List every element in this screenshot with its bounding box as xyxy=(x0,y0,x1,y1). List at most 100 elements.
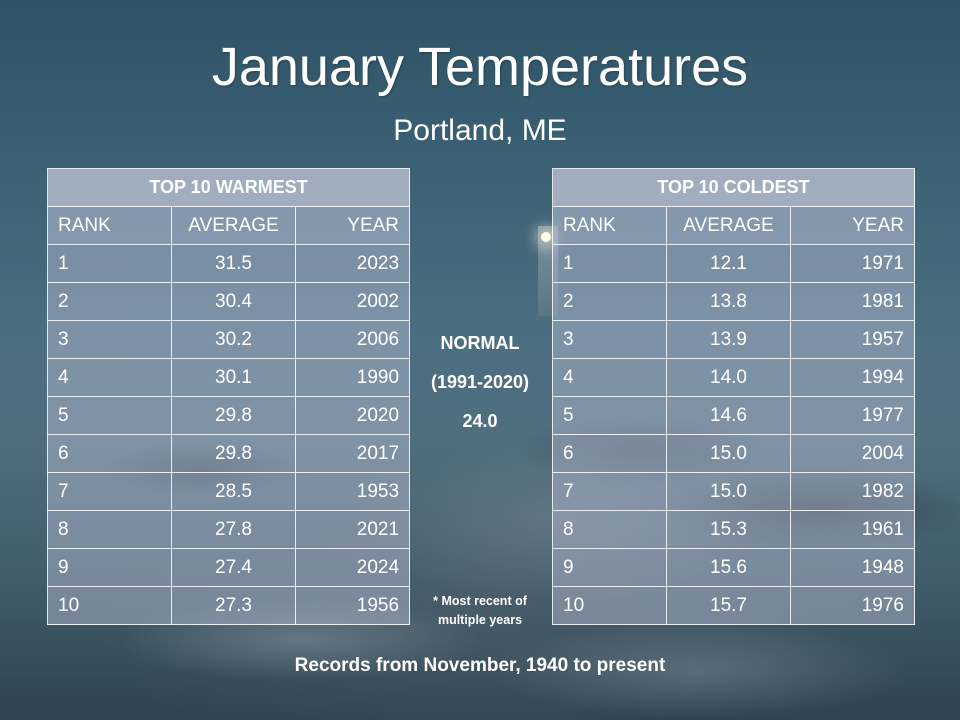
warmest-cell-rank: 8 xyxy=(47,510,172,549)
coldest-cell-average: 14.0 xyxy=(666,358,791,397)
warmest-cell-rank: 9 xyxy=(47,548,172,587)
normal-label: NORMAL xyxy=(440,333,520,353)
warmest-cell-average: 30.1 xyxy=(171,358,296,397)
warmest-cell-rank: 6 xyxy=(47,434,172,473)
coldest-cell-rank: 1 xyxy=(552,244,667,283)
warmest-col-rank: RANK xyxy=(47,206,172,245)
coldest-cell-average: 15.7 xyxy=(666,586,791,625)
warmest-table: TOP 10 WARMEST RANK AVERAGE YEAR 1 31.5 20… xyxy=(46,168,411,625)
warmest-table-heading: TOP 10 WARMEST xyxy=(46,168,411,207)
coldest-cell-rank: 3 xyxy=(552,320,667,359)
coldest-cell-year: 1981 xyxy=(790,282,915,321)
coldest-cell-year: 1971 xyxy=(790,244,915,283)
coldest-table-row: 8 15.3 1961 xyxy=(552,510,915,549)
coldest-cell-year: 1948 xyxy=(790,548,915,587)
warmest-table-row: 6 29.8 2017 xyxy=(47,434,411,473)
warmest-table-row: 5 29.8 2020 xyxy=(47,396,411,435)
coldest-cell-average: 14.6 xyxy=(666,396,791,435)
coldest-cell-rank: 9 xyxy=(552,548,667,587)
coldest-cell-year: 2004 xyxy=(790,434,915,473)
normal-value: 24.0 xyxy=(462,411,498,431)
warmest-table-row: 9 27.4 2024 xyxy=(47,548,411,587)
warmest-table-body: 1 31.5 2023 2 30.4 2002 3 30.2 2006 4 30.1 1990 5 29.… xyxy=(47,244,411,625)
coldest-cell-year: 1982 xyxy=(790,472,915,511)
coldest-cell-average: 15.6 xyxy=(666,548,791,587)
warmest-cell-year: 2021 xyxy=(294,510,411,549)
footnote-line-1: * Most recent of xyxy=(433,594,527,608)
warmest-cell-year: 1953 xyxy=(294,472,411,511)
warmest-cell-average: 27.3 xyxy=(171,586,296,625)
warmest-cell-average: 29.8 xyxy=(171,434,296,473)
coldest-table-row: 6 15.0 2004 xyxy=(552,434,915,473)
footnote: * Most recent of multiple years xyxy=(412,592,548,630)
page-subtitle: Portland, ME xyxy=(393,114,567,147)
coldest-cell-average: 15.0 xyxy=(666,472,791,511)
coldest-table-row: 5 14.6 1977 xyxy=(552,396,915,435)
warmest-cell-year: 2023 xyxy=(294,244,411,283)
coldest-table-row: 1 12.1 1971 xyxy=(552,244,915,283)
coldest-cell-rank: 5 xyxy=(552,396,667,435)
coldest-col-rank: RANK xyxy=(552,206,667,245)
records-footer: Records from November, 1940 to present xyxy=(294,655,666,676)
warmest-cell-rank: 3 xyxy=(47,320,172,359)
warmest-cell-rank: 7 xyxy=(47,472,172,511)
coldest-cell-average: 15.3 xyxy=(666,510,791,549)
coldest-cell-rank: 7 xyxy=(552,472,667,511)
warmest-table-row: 2 30.4 2002 xyxy=(47,282,411,321)
warmest-cell-year: 1956 xyxy=(294,586,411,625)
warmest-cell-average: 30.4 xyxy=(171,282,296,321)
warmest-cell-year: 2017 xyxy=(294,434,411,473)
coldest-cell-year: 1994 xyxy=(790,358,915,397)
warmest-cell-rank: 4 xyxy=(47,358,172,397)
warmest-cell-average: 30.2 xyxy=(171,320,296,359)
coldest-table-row: 2 13.8 1981 xyxy=(552,282,915,321)
warmest-col-year: YEAR xyxy=(294,206,411,245)
coldest-table-row: 4 14.0 1994 xyxy=(552,358,915,397)
coldest-cell-rank: 4 xyxy=(552,358,667,397)
footnote-line-2: multiple years xyxy=(437,613,523,627)
warmest-cell-average: 28.5 xyxy=(171,472,296,511)
page-title: January Temperatures xyxy=(211,37,749,97)
warmest-table-row: 7 28.5 1953 xyxy=(47,472,411,511)
warmest-cell-year: 2002 xyxy=(294,282,411,321)
coldest-cell-average: 15.0 xyxy=(666,434,791,473)
warmest-cell-year: 2024 xyxy=(294,548,411,587)
coldest-cell-year: 1977 xyxy=(790,396,915,435)
warmest-cell-average: 27.8 xyxy=(171,510,296,549)
coldest-table-row: 10 15.7 1976 xyxy=(552,586,915,625)
warmest-cell-rank: 1 xyxy=(47,244,172,283)
coldest-cell-year: 1961 xyxy=(790,510,915,549)
warmest-table-row: 1 31.5 2023 xyxy=(47,244,411,283)
coldest-table-row: 3 13.9 1957 xyxy=(552,320,915,359)
lighthouse-lamp xyxy=(541,232,551,242)
normal-period: (1991-2020) xyxy=(430,372,530,392)
coldest-cell-year: 1957 xyxy=(790,320,915,359)
coldest-col-year: YEAR xyxy=(790,206,915,245)
warmest-cell-year: 2006 xyxy=(294,320,411,359)
warmest-table-row: 10 27.3 1956 xyxy=(47,586,411,625)
warmest-cell-rank: 10 xyxy=(47,586,172,625)
coldest-cell-rank: 2 xyxy=(552,282,667,321)
warmest-col-average: AVERAGE xyxy=(171,206,296,245)
warmest-cell-year: 2020 xyxy=(294,396,411,435)
coldest-cell-rank: 8 xyxy=(552,510,667,549)
warmest-cell-rank: 5 xyxy=(47,396,172,435)
coldest-col-average: AVERAGE xyxy=(666,206,791,245)
warmest-cell-average: 29.8 xyxy=(171,396,296,435)
coldest-table-heading: TOP 10 COLDEST xyxy=(552,168,915,207)
coldest-table-row: 9 15.6 1948 xyxy=(552,548,915,587)
coldest-cell-year: 1976 xyxy=(790,586,915,625)
warmest-cell-average: 31.5 xyxy=(171,244,296,283)
coldest-cell-average: 12.1 xyxy=(666,244,791,283)
coldest-cell-average: 13.9 xyxy=(666,320,791,359)
warmest-table-row: 3 30.2 2006 xyxy=(47,320,411,359)
coldest-cell-average: 13.8 xyxy=(666,282,791,321)
warmest-table-row: 8 27.8 2021 xyxy=(47,510,411,549)
warmest-cell-year: 1990 xyxy=(294,358,411,397)
coldest-table-body: 1 12.1 1971 2 13.8 1981 3 13.9 1957 4 14.0 1994 5 14.… xyxy=(552,244,915,625)
coldest-table: TOP 10 COLDEST RANK AVERAGE YEAR 1 12.1 19… xyxy=(552,168,915,625)
warmest-cell-average: 27.4 xyxy=(171,548,296,587)
coldest-table-row: 7 15.0 1982 xyxy=(552,472,915,511)
coldest-cell-rank: 10 xyxy=(552,586,667,625)
warmest-cell-rank: 2 xyxy=(47,282,172,321)
